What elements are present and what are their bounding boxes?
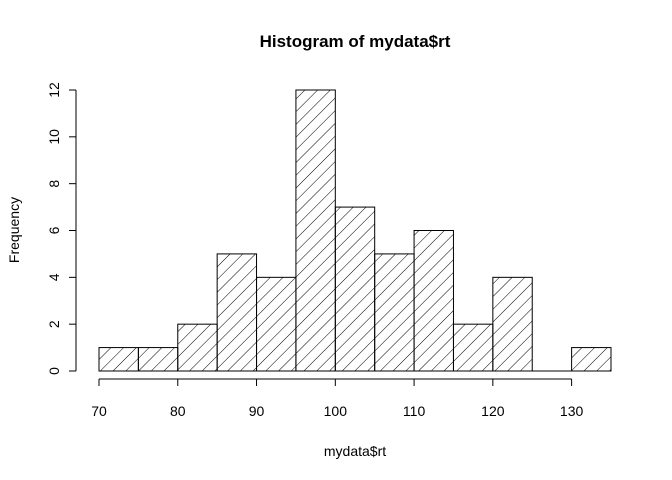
x-tick-label-130: 130 xyxy=(560,403,584,419)
x-tick-label-70: 70 xyxy=(91,403,107,419)
y-axis-label: Frequency xyxy=(6,197,22,263)
y-tick-label-0: 0 xyxy=(46,367,62,375)
histogram-bar-4 xyxy=(256,276,297,372)
histogram-bar-6 xyxy=(334,206,376,372)
histogram-bar-9 xyxy=(452,323,494,372)
histogram-bars xyxy=(98,89,612,372)
histogram-bar-5 xyxy=(295,89,336,372)
chart-title: Histogram of mydata$rt xyxy=(260,32,451,51)
y-tick-label-8: 8 xyxy=(46,180,62,188)
histogram-bar-2 xyxy=(177,323,218,372)
y-tick-label-4: 4 xyxy=(46,273,62,281)
histogram-bar-7 xyxy=(374,253,415,372)
y-tick-label-12: 12 xyxy=(46,82,62,98)
x-tick-label-100: 100 xyxy=(324,403,348,419)
x-axis: 70 80 90 100 110 120 130 xyxy=(91,378,584,419)
y-tick-label-6: 6 xyxy=(46,226,62,234)
histogram-bar-0 xyxy=(98,347,139,372)
histogram-bar-8 xyxy=(413,230,454,372)
x-axis-label: mydata$rt xyxy=(324,443,386,459)
x-tick-label-120: 120 xyxy=(481,403,505,419)
histogram-bar-1 xyxy=(137,347,179,372)
x-tick-label-110: 110 xyxy=(403,403,426,419)
histogram-bar-3 xyxy=(216,253,258,372)
x-tick-label-90: 90 xyxy=(249,403,265,419)
x-tick-label-80: 80 xyxy=(170,403,186,419)
y-tick-label-2: 2 xyxy=(46,320,62,328)
y-tick-label-10: 10 xyxy=(46,129,62,145)
y-axis: 0 2 4 6 8 10 12 xyxy=(46,82,77,375)
histogram-bar-12 xyxy=(571,347,612,372)
histogram-bar-10 xyxy=(492,276,533,372)
